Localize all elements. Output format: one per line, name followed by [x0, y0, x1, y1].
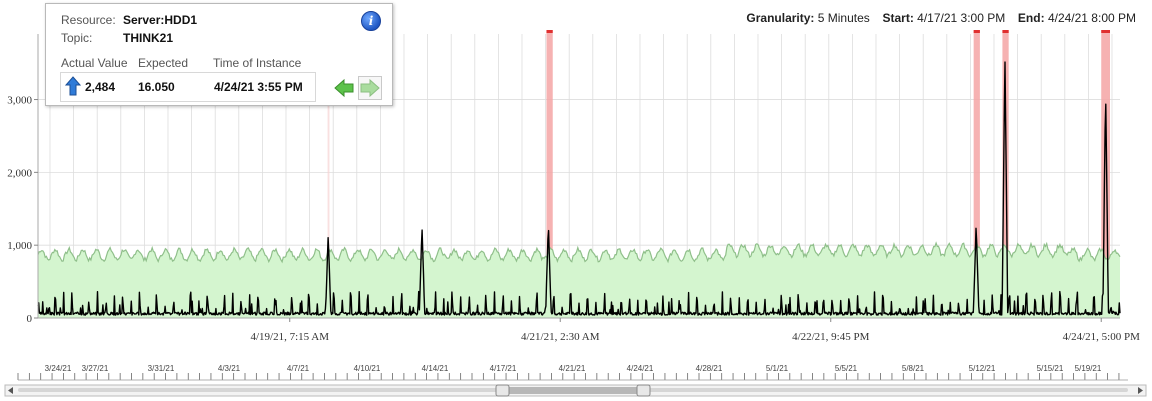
scroll-right-icon[interactable] [1138, 387, 1143, 394]
chart-axes: 0 1,000 2,000 3,000 4/19/21, 7:15 AM 4/21/21,… [7, 34, 1140, 343]
timeline-navigator[interactable]: 3/24/21 3/27/21 3/31/21 4/3/21 4/7/21 4/10/21… [4, 364, 1147, 397]
previous-anomaly-button[interactable] [332, 76, 356, 100]
x-tick-label: 4/19/21, 7:15 AM [250, 331, 329, 343]
y-tick-label: 3,000 [7, 95, 32, 107]
next-anomaly-button[interactable] [358, 76, 382, 100]
anomaly-band [546, 30, 553, 318]
end-label: End: [1017, 11, 1045, 25]
timeline-date-label: 4/21/21 [559, 364, 586, 373]
actual-value-header: Actual Value [61, 56, 128, 70]
timeline-end-handle[interactable] [636, 384, 651, 397]
resource-label: Resource: [61, 13, 116, 27]
timeline-date-label: 4/28/21 [696, 364, 723, 373]
y-tick-label: 2,000 [7, 167, 32, 179]
left-arrow-icon [334, 78, 354, 98]
timeline-selection [503, 387, 643, 394]
timeline-date-label: 5/5/21 [835, 364, 858, 373]
timeline-date-label: 3/24/21 [45, 364, 72, 373]
x-tick-label: 4/21/21, 2:30 AM [521, 331, 600, 343]
timeline-date-label: 5/19/21 [1075, 364, 1102, 373]
chart-header: Granularity: 5 Minutes Start: 4/17/21 3:… [746, 11, 1136, 25]
topic-value: THINK21 [123, 31, 174, 45]
anomaly-band [1101, 30, 1110, 318]
timeline-date-label: 4/14/21 [422, 364, 449, 373]
y-tick-label: 0 [27, 313, 33, 325]
granularity-value: 5 Minutes [817, 11, 870, 25]
timeline-date-label: 3/27/21 [82, 364, 109, 373]
actual-value: 2,484 [85, 80, 116, 94]
start-value: 4/17/21 3:00 PM [917, 11, 1006, 25]
anomaly-band-marker [973, 30, 980, 33]
x-tick-label: 4/24/21, 5:00 PM [1063, 331, 1141, 343]
timeline-date-label: 4/7/21 [287, 364, 310, 373]
timeline-date-label: 4/24/21 [627, 364, 654, 373]
scroll-left-icon[interactable] [8, 387, 13, 394]
timeline-date-label: 4/17/21 [490, 364, 517, 373]
timeline-date-label: 5/8/21 [902, 364, 925, 373]
up-arrow-icon [65, 76, 81, 96]
expected-value: 16.050 [138, 80, 175, 94]
anomaly-band-marker [1002, 30, 1009, 33]
start-label: Start: [882, 11, 914, 25]
timeline-date-label: 4/10/21 [354, 364, 381, 373]
anomaly-band [973, 30, 980, 318]
timeline-date-label: 5/1/21 [766, 364, 789, 373]
timeline-date-label: 4/3/21 [218, 364, 241, 373]
timeline-date-label: 5/15/21 [1037, 364, 1064, 373]
info-icon[interactable]: i [361, 11, 381, 31]
x-tick-label: 4/22/21, 9:45 PM [792, 331, 870, 343]
faint-anomaly-bands [327, 34, 330, 318]
expected-range-line [37, 241, 1121, 264]
right-arrow-icon [360, 78, 380, 98]
anomaly-band-marker [1101, 30, 1110, 33]
granularity-label: Granularity: [746, 11, 815, 25]
anomaly-band-marker [546, 30, 553, 33]
y-tick-label: 1,000 [7, 240, 32, 252]
time-of-instance-value: 4/24/21 3:55 PM [214, 80, 303, 94]
faint-anomaly-band [327, 34, 330, 318]
resource-value: Server:HDD1 [123, 13, 198, 27]
timeline-start-handle[interactable] [495, 384, 510, 397]
actual-value-line [37, 61, 1121, 316]
actual-value-path [37, 61, 1121, 316]
timeline-date-label: 3/31/21 [148, 364, 175, 373]
topic-label: Topic: [61, 31, 93, 45]
time-of-instance-header: Time of Instance [213, 56, 302, 70]
timeline-date-label: 5/12/21 [969, 364, 996, 373]
expected-header: Expected [138, 56, 189, 70]
anomaly-value-row: 2,484 16.050 4/24/21 3:55 PM [60, 72, 316, 102]
end-value: 4/24/21 8:00 PM [1047, 11, 1136, 25]
anomaly-info-box: Resource: Server:HDD1 Topic: THINK21 i A… [45, 3, 393, 106]
